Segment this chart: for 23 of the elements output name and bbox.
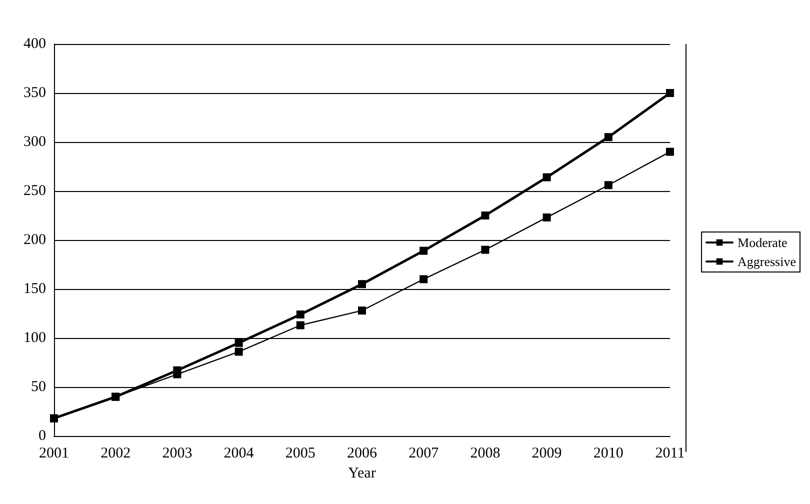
x-tick-label: 2005 [285,446,316,462]
legend-label: Aggressive [738,254,796,269]
y-tick-label: 300 [24,134,46,150]
x-tick-label: 2006 [347,446,378,462]
x-tick-label: 2002 [100,446,131,462]
x-tick-label: 2008 [470,446,500,462]
x-tick-label: 2009 [532,446,562,462]
y-tick-label: 0 [38,428,46,444]
x-tick-label: 2004 [224,446,254,462]
x-tick-label: 2003 [162,446,192,462]
y-tick-label: 350 [24,85,46,101]
y-tick-label: 400 [24,36,46,52]
y-tick-label: 200 [24,232,46,248]
legend-label: Moderate [738,235,788,250]
y-tick-label: 150 [24,281,46,297]
x-axis-title: Year [348,466,376,482]
x-tick-label: 2010 [593,446,624,462]
y-tick-label: 250 [24,183,46,199]
x-tick-label: 2011 [655,446,685,462]
x-tick-label: 2007 [408,446,440,462]
y-tick-label: 100 [24,330,46,346]
y-tick-label: 50 [31,379,46,395]
x-tick-label: 2001 [39,446,69,462]
